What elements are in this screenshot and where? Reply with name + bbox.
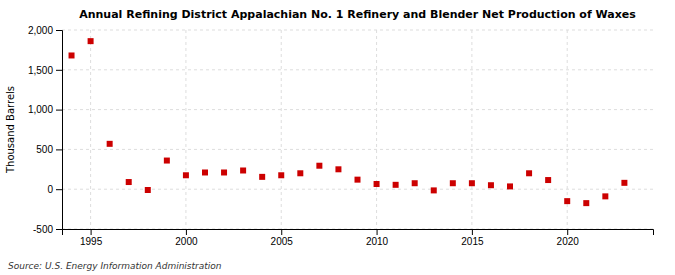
tick: 500 (36, 144, 62, 155)
grid-line (62, 149, 653, 150)
point (126, 179, 132, 185)
grid-line (471, 30, 472, 229)
point (412, 180, 418, 186)
x-axis: 1995 2000 2005 2010 2015 2020 (63, 229, 654, 247)
tick: 2,000 (28, 25, 62, 36)
point (202, 169, 208, 175)
tick-mark (377, 229, 378, 235)
tick-mark (56, 70, 62, 71)
annotation: Source: U.S. Energy Information Administ… (8, 261, 222, 271)
grid-line (185, 30, 186, 229)
point (374, 181, 380, 187)
point (488, 182, 494, 188)
tick-label: 1995 (80, 236, 103, 247)
tick: 2015 (461, 229, 484, 247)
point (145, 187, 151, 193)
y-axis: -500 0 500 1,000 1,500 2,000 (28, 25, 63, 235)
axis-line (56, 31, 63, 230)
point (564, 198, 570, 204)
tick-label: -500 (33, 224, 53, 235)
plot: 1995 2000 2005 2010 2015 2020 -500 0 500 1,000 1,5… (28, 25, 654, 247)
point (183, 172, 189, 178)
point (221, 169, 227, 175)
tick-mark (472, 229, 473, 235)
point (88, 38, 94, 44)
tick-label: 2015 (461, 236, 484, 247)
tick-label: 2000 (175, 236, 198, 247)
y-axis-title: Thousand Barrels (5, 86, 16, 174)
tick: 2010 (366, 229, 389, 247)
point (545, 177, 551, 183)
tick: 2020 (557, 229, 580, 247)
tick-mark (567, 229, 568, 235)
tick-label: 2005 (271, 236, 294, 247)
tick-label: 2,000 (28, 25, 53, 36)
tick-label: 0 (47, 184, 53, 195)
tick: -500 (33, 224, 62, 235)
point (602, 193, 608, 199)
point (507, 183, 513, 189)
point (621, 180, 627, 186)
point (450, 180, 456, 186)
point (259, 174, 265, 180)
tick-label: 500 (36, 144, 53, 155)
point (278, 172, 284, 178)
tick-label: 1,500 (28, 65, 53, 76)
grid-line (62, 30, 653, 31)
point (164, 158, 170, 164)
grid (62, 30, 653, 229)
tick: 2000 (175, 229, 198, 247)
point (107, 141, 113, 147)
point (297, 170, 303, 176)
point (335, 166, 341, 172)
tick: 1,500 (28, 65, 62, 76)
point (355, 177, 361, 183)
point (431, 187, 437, 193)
chart: 1995 2000 2005 2010 2015 2020 -500 0 500 1,000 1,5… (0, 0, 675, 275)
grid-line (62, 109, 653, 110)
grid-line (376, 30, 377, 229)
tick-mark (91, 229, 92, 235)
point (583, 200, 589, 206)
tick: 0 (47, 184, 62, 195)
tick-mark (56, 110, 62, 111)
tick-label: 2020 (557, 236, 580, 247)
point (393, 182, 399, 188)
tick-mark (56, 30, 62, 31)
grid-line (62, 69, 653, 70)
tick-mark (186, 229, 187, 235)
axis-line (63, 230, 654, 236)
tick-label: 2010 (366, 236, 389, 247)
point (316, 163, 322, 169)
tick-mark (56, 229, 62, 230)
grid-line (90, 30, 91, 229)
tick-mark (56, 149, 62, 150)
tick: 1995 (80, 229, 103, 247)
points (69, 38, 628, 206)
title: Annual Refining District Appalachian No.… (79, 8, 636, 21)
tick: 2005 (271, 229, 294, 247)
grid-line (281, 30, 282, 229)
point (240, 167, 246, 173)
point (469, 180, 475, 186)
tick-mark (56, 189, 62, 190)
tick-label: 1,000 (28, 104, 53, 115)
tick: 1,000 (28, 104, 62, 115)
point (526, 170, 532, 176)
tick-mark (281, 229, 282, 235)
point (69, 52, 75, 58)
